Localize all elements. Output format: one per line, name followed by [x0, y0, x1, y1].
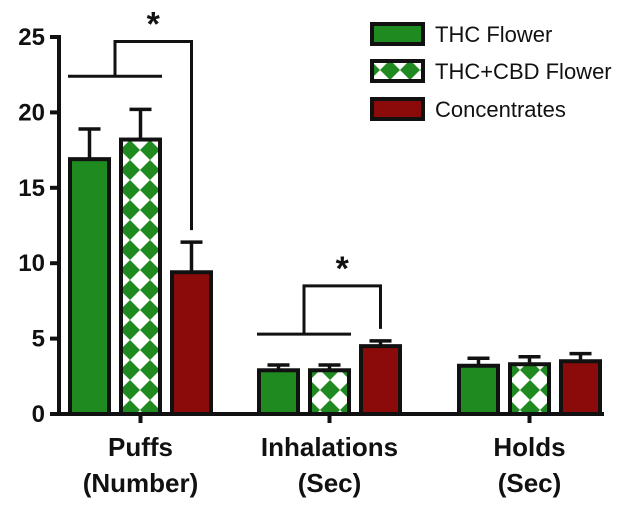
legend-label: THC+CBD Flower: [435, 59, 612, 84]
bar-thc-cbd-flower: [508, 362, 551, 416]
bars: [68, 107, 602, 417]
legend-label: THC Flower: [435, 22, 552, 47]
category-sublabel: (Sec): [298, 468, 362, 498]
y-tick-label: 20: [18, 99, 45, 126]
bar-thc-flower: [68, 157, 111, 416]
significance-bracket: [113, 40, 193, 231]
bar-thc-flower: [257, 368, 300, 417]
category-label: Holds: [493, 432, 565, 462]
bar-concentrates: [559, 359, 602, 416]
bar-concentrates: [170, 270, 213, 416]
y-tick-label: 0: [32, 401, 45, 428]
category-label: Puffs: [108, 432, 173, 462]
bar-thc-flower: [457, 363, 500, 416]
y-tick-label: 5: [32, 326, 45, 353]
legend-swatch: [370, 97, 425, 121]
category-label: Inhalations: [261, 432, 398, 462]
legend-label: Concentrates: [435, 97, 566, 122]
bar-thc-cbd-flower: [308, 368, 351, 417]
significance-star: *: [336, 250, 350, 288]
category-sublabel: (Number): [83, 468, 199, 498]
y-tick-label: 25: [18, 24, 45, 51]
legend-swatch: [370, 59, 425, 83]
axes: 0 5 10 15 20 25 Puffs (Number) Inhalations (Sec) H…: [18, 24, 604, 498]
y-tick-label: 10: [18, 250, 45, 277]
significance-bracket: [302, 284, 382, 335]
legend-swatch: [370, 22, 425, 46]
bar-concentrates: [359, 344, 402, 417]
significance-star: *: [147, 6, 161, 44]
legend: THC Flower THC+CBD Flower Concentrates: [370, 22, 612, 122]
bar-thc-cbd-flower: [119, 137, 162, 416]
category-sublabel: (Sec): [498, 468, 562, 498]
y-tick-label: 15: [18, 175, 45, 202]
significance-annotations: **: [68, 6, 382, 336]
